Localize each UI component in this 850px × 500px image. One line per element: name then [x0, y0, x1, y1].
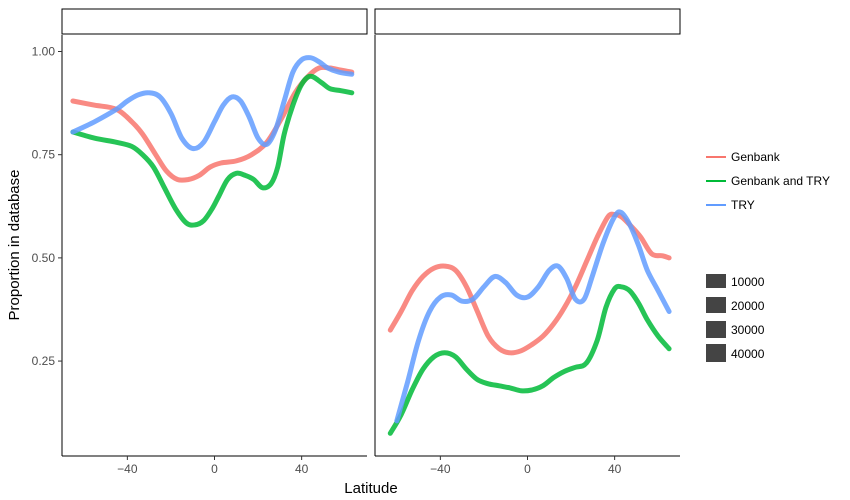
series-line-genbank-and-try — [387, 283, 672, 436]
x-tick-label: 0 — [211, 462, 218, 476]
series-line-try — [394, 209, 672, 424]
size-legend-key-3 — [706, 321, 726, 338]
legend-label-try: TRY — [731, 198, 755, 212]
size-legend-label-3: 30000 — [731, 323, 765, 337]
series-line-genbank — [70, 64, 355, 183]
size-legend-label-1: 10000 — [731, 275, 765, 289]
y-axis-ticks: 0.25 0.50 0.75 1.00 — [32, 45, 62, 368]
x-tick-label: −40 — [430, 462, 451, 476]
series-line-try — [70, 55, 355, 152]
series-line-genbank — [387, 211, 672, 356]
panel-2-strip — [374, 8, 681, 35]
size-legend: 10000 20000 30000 40000 — [706, 274, 765, 362]
size-legend-key-4 — [706, 344, 726, 362]
x-axis-ticks: −40 0 40 −40 0 40 — [117, 456, 622, 476]
y-tick-label: 0.75 — [32, 148, 56, 162]
legend-label-genbank-and-try: Genbank and TRY — [731, 174, 830, 188]
x-tick-label: 40 — [295, 462, 309, 476]
y-tick-label: 1.00 — [32, 45, 56, 59]
size-legend-key-2 — [706, 297, 726, 313]
size-legend-key-1 — [706, 274, 726, 288]
legend-label-genbank: Genbank — [731, 150, 781, 164]
x-tick-label: −40 — [117, 462, 138, 476]
size-legend-label-2: 20000 — [731, 299, 765, 313]
x-axis-title: Latitude — [344, 480, 397, 497]
size-legend-label-4: 40000 — [731, 347, 765, 361]
panel-2 — [374, 35, 680, 457]
x-tick-label: 40 — [608, 462, 622, 476]
y-tick-label: 0.50 — [32, 251, 56, 265]
x-tick-label: 0 — [524, 462, 531, 476]
y-tick-label: 0.25 — [32, 354, 56, 368]
series-line-genbank-and-try — [70, 73, 355, 228]
panel-1-strip — [61, 8, 368, 35]
y-axis-title: Proportion in database — [6, 170, 23, 321]
color-legend: Genbank Genbank and TRY TRY — [706, 150, 830, 212]
panel-1 — [61, 35, 367, 457]
